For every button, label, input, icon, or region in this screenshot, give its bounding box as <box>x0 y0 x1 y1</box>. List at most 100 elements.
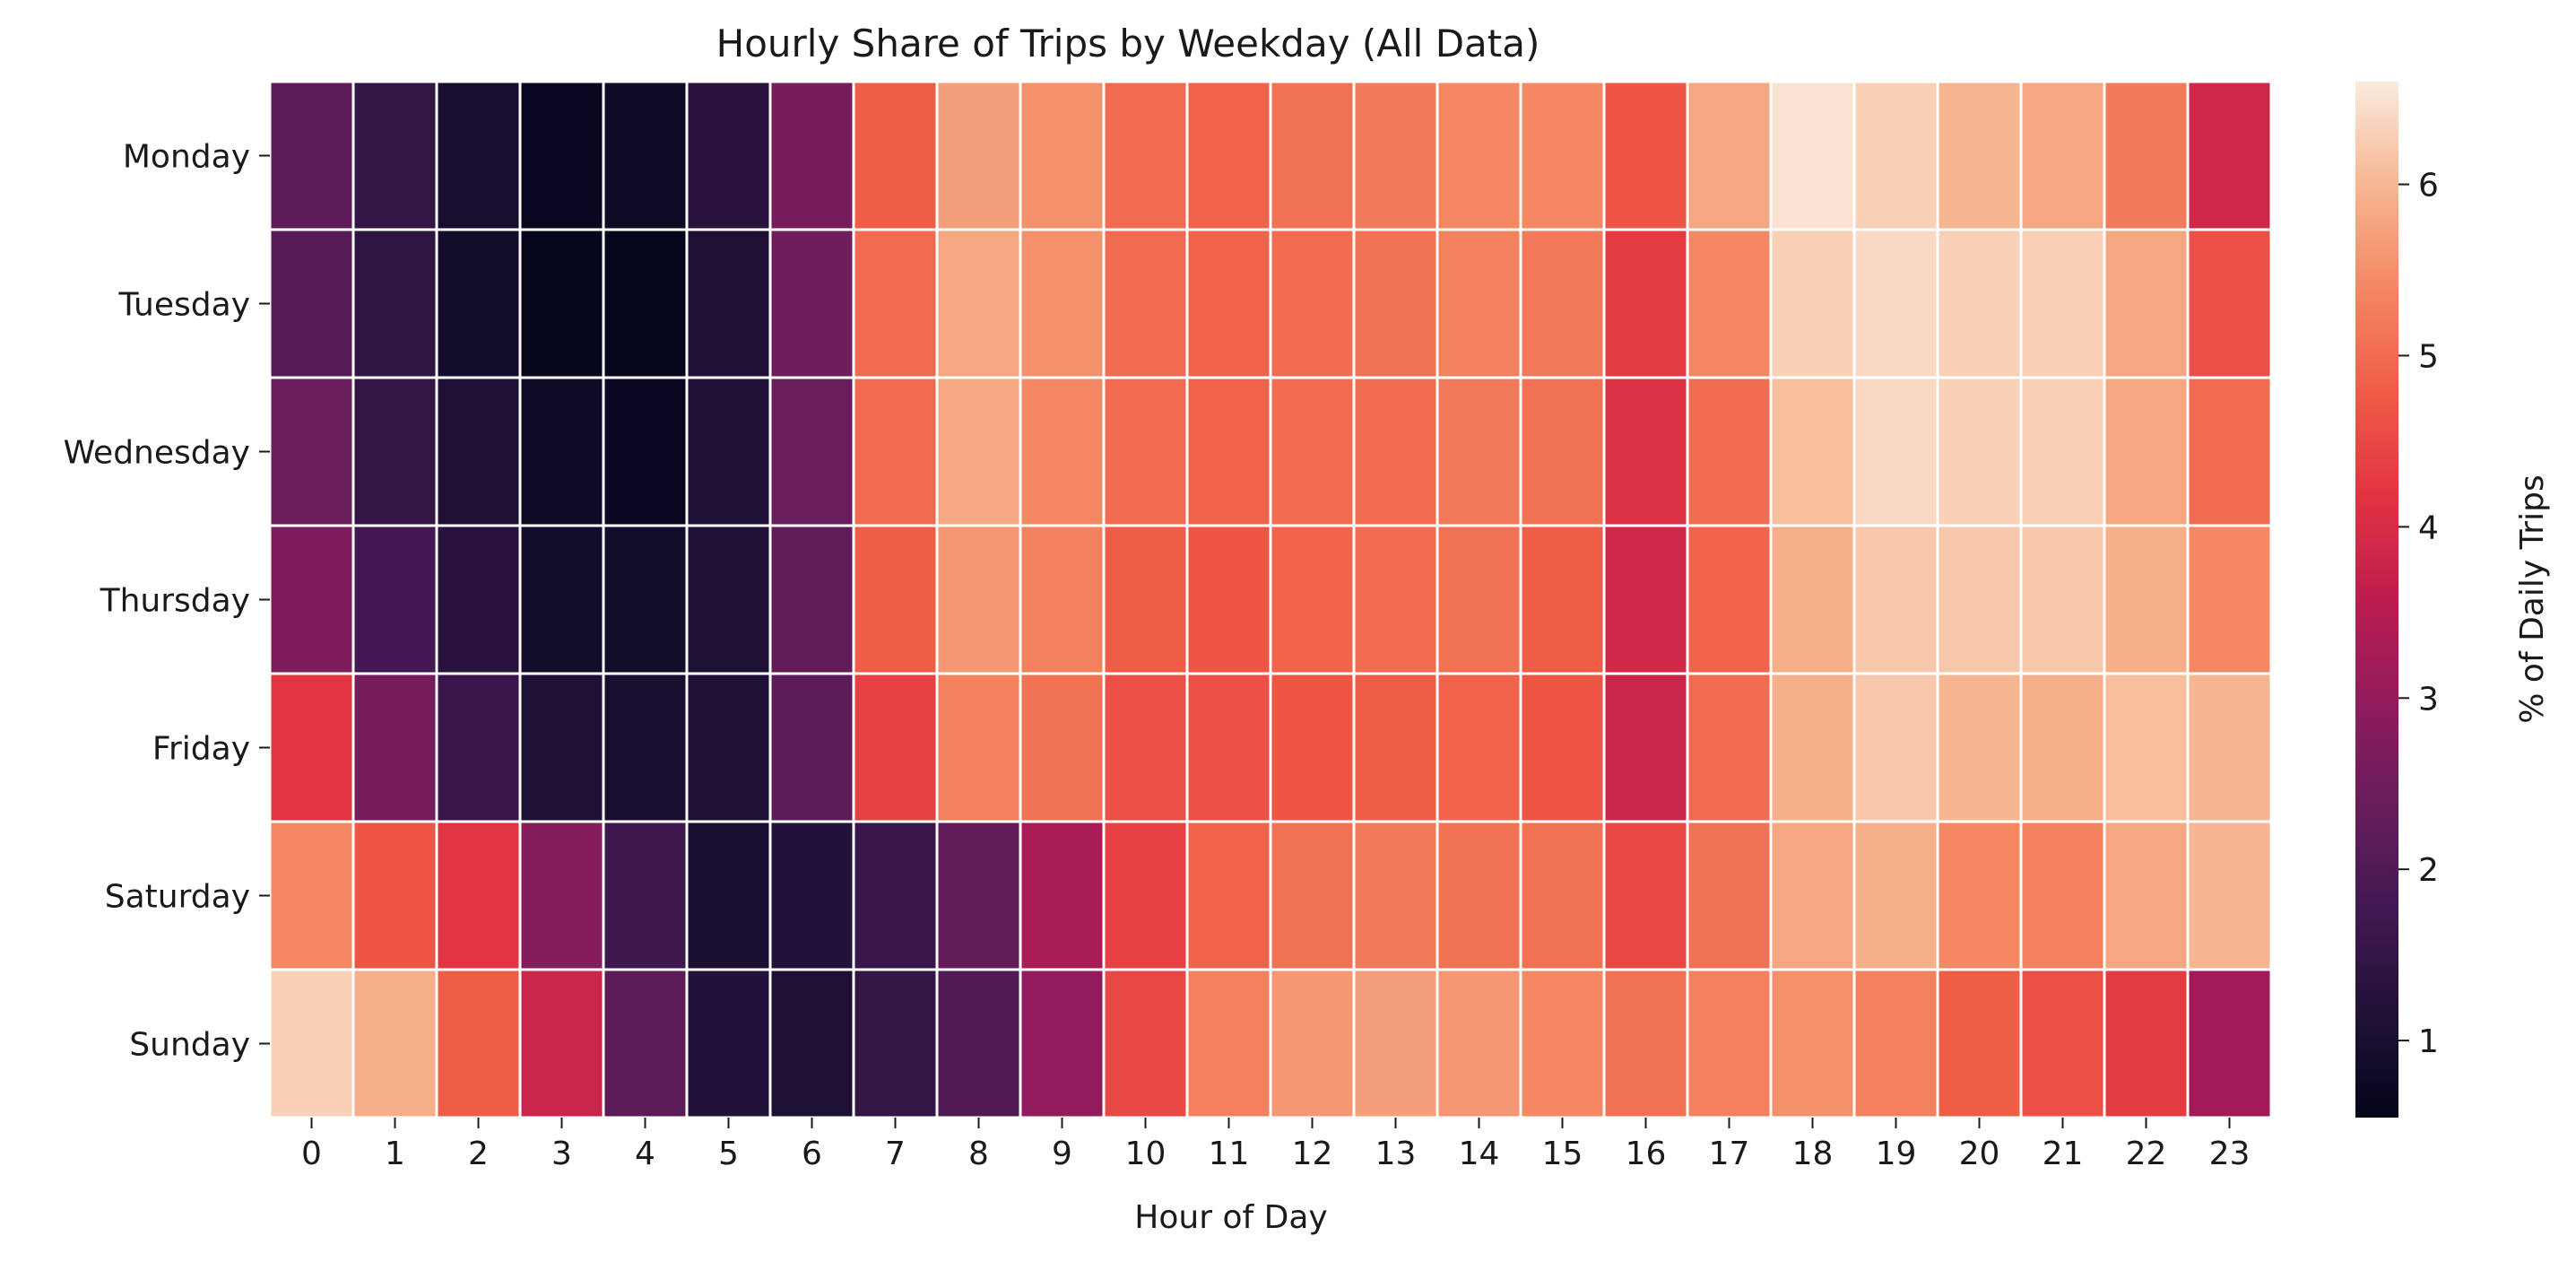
heatmap-cell <box>1852 820 1939 971</box>
heatmap-cell <box>1686 820 1773 971</box>
x-tick-label: 22 <box>2126 1136 2167 1172</box>
heatmap-cell <box>2103 672 2190 823</box>
heatmap-cell <box>518 80 605 231</box>
heatmap-cell <box>351 672 438 823</box>
heatmap-cell <box>1936 820 2023 971</box>
heatmap-cell <box>1686 672 1773 823</box>
heatmap-cell <box>935 228 1022 379</box>
heatmap-cell <box>268 376 355 527</box>
heatmap-cell <box>1686 80 1773 231</box>
heatmap-cell <box>1686 968 1773 1119</box>
heatmap-cell <box>1602 968 1689 1119</box>
heatmap-cell <box>2019 80 2106 231</box>
heatmap-cell <box>602 228 689 379</box>
heatmap-cell <box>268 80 355 231</box>
heatmap-cell <box>435 524 522 675</box>
heatmap-cell <box>768 80 855 231</box>
heatmap-cell <box>1019 820 1106 971</box>
x-tick-label: 23 <box>2209 1136 2251 1172</box>
heatmap-cell <box>1269 820 1356 971</box>
heatmap-cell <box>2019 968 2106 1119</box>
x-tick-label: 6 <box>802 1136 822 1172</box>
x-tick-label: 12 <box>1292 1136 1333 1172</box>
heatmap-cell <box>1435 672 1522 823</box>
heatmap-cell <box>1269 80 1356 231</box>
heatmap-cell <box>1602 524 1689 675</box>
heatmap-cell <box>518 376 605 527</box>
heatmap-cell <box>1519 80 1606 231</box>
x-tick-label: 4 <box>635 1136 655 1172</box>
x-tick-label: 13 <box>1375 1136 1417 1172</box>
heatmap-cell <box>1102 80 1189 231</box>
y-tick-label: Thursday <box>100 583 250 620</box>
heatmap-cell <box>1352 80 1439 231</box>
heatmap-cell <box>1769 80 1856 231</box>
colorbar-tick-label: 5 <box>2418 338 2439 375</box>
heatmap-cell <box>1269 672 1356 823</box>
heatmap-cell <box>1769 820 1856 971</box>
heatmap-cell <box>2186 376 2273 527</box>
heatmap-cell <box>2103 228 2190 379</box>
heatmap-cell <box>1185 376 1272 527</box>
y-tick-label: Friday <box>152 731 250 768</box>
heatmap-cell <box>268 672 355 823</box>
heatmap-cell <box>1602 80 1689 231</box>
heatmap-cell <box>852 672 939 823</box>
x-tick-label: 8 <box>968 1136 989 1172</box>
colorbar-tick-label: 2 <box>2418 852 2439 889</box>
heatmap-cell <box>1852 80 1939 231</box>
colorbar: 1 2 3 4 5 6 % of Daily Trips <box>2355 82 2551 1118</box>
heatmap-cell <box>1769 524 1856 675</box>
x-tick-label: 7 <box>885 1136 906 1172</box>
x-tick-label: 18 <box>1792 1136 1834 1172</box>
heatmap-cell <box>768 820 855 971</box>
heatmap-cell <box>1936 228 2023 379</box>
heatmap-cell <box>435 228 522 379</box>
heatmap-cell <box>1852 968 1939 1119</box>
heatmap-cell <box>2019 376 2106 527</box>
heatmap-cell <box>518 228 605 379</box>
heatmap-cell <box>1519 820 1606 971</box>
heatmap-cell <box>2103 80 2190 231</box>
heatmap-cell <box>1435 376 1522 527</box>
heatmap-cell <box>1519 672 1606 823</box>
heatmap-cell <box>852 80 939 231</box>
heatmap-cell <box>2186 228 2273 379</box>
heatmap-cell <box>1185 228 1272 379</box>
heatmap-cell <box>1352 672 1439 823</box>
heatmap-cell <box>1102 228 1189 379</box>
heatmap-cell <box>1852 672 1939 823</box>
heatmap-cell <box>1852 228 1939 379</box>
y-tick-label: Monday <box>123 139 250 176</box>
heatmap-cell <box>518 820 605 971</box>
heatmap-cell <box>602 820 689 971</box>
heatmap-cell <box>935 80 1022 231</box>
heatmap-cell <box>1435 228 1522 379</box>
heatmap-cell <box>435 376 522 527</box>
heatmap-cell <box>768 968 855 1119</box>
heatmap-cell <box>1519 524 1606 675</box>
heatmap-cell <box>1102 968 1189 1119</box>
heatmap-cell <box>685 228 772 379</box>
y-tick-label: Tuesday <box>118 287 250 324</box>
heatmap-cell <box>1602 820 1689 971</box>
heatmap-cell <box>1269 376 1356 527</box>
heatmap-cell <box>1352 228 1439 379</box>
x-axis-label: Hour of Day <box>1134 1199 1327 1236</box>
heatmap-cell <box>602 80 689 231</box>
heatmap-cell <box>2019 524 2106 675</box>
heatmap-cell <box>1769 376 1856 527</box>
heatmap-cell <box>1519 376 1606 527</box>
heatmap-cell <box>351 820 438 971</box>
heatmap-cell <box>1686 524 1773 675</box>
colorbar-gradient <box>2355 82 2398 1118</box>
heatmap-cell <box>2019 672 2106 823</box>
heatmap-cell <box>1602 376 1689 527</box>
heatmap-cell <box>602 376 689 527</box>
colorbar-ticks: 1 2 3 4 5 6 <box>2398 168 2439 1060</box>
x-tick-label: 16 <box>1626 1136 1667 1172</box>
heatmap-cells <box>268 80 2273 1119</box>
heatmap-cell <box>1185 968 1272 1119</box>
heatmap-cell <box>602 672 689 823</box>
